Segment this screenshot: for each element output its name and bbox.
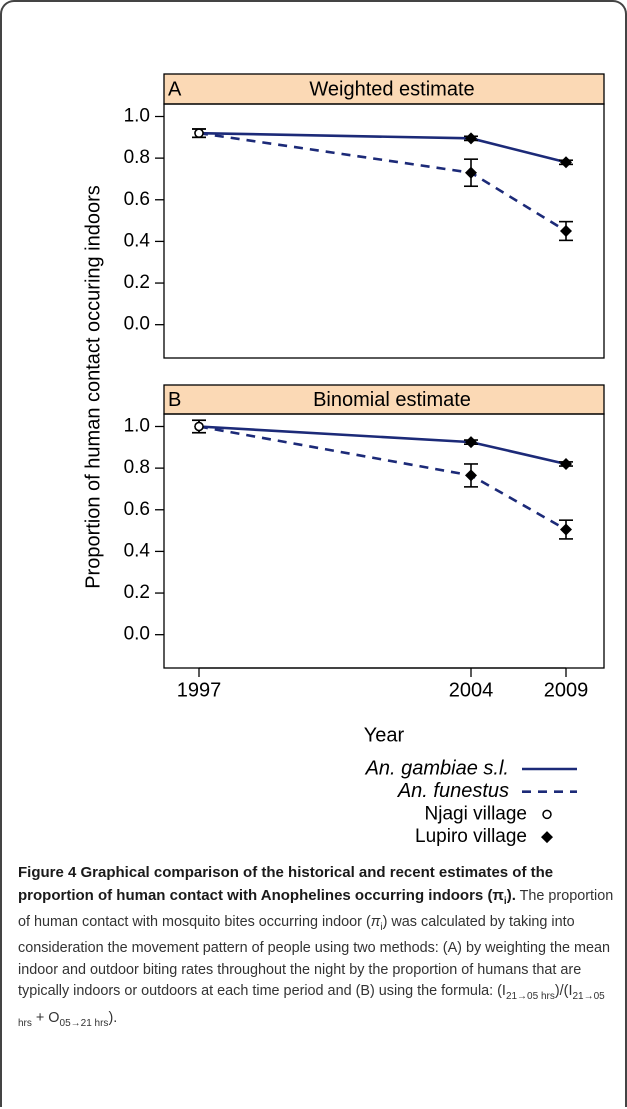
y-tick-label: 0.2 bbox=[124, 582, 150, 603]
marker-diamond bbox=[560, 156, 572, 169]
marker-circle bbox=[194, 128, 204, 138]
y-tick-label: 0.6 bbox=[124, 499, 150, 520]
series-line bbox=[198, 425, 567, 531]
caption-text: )/(I bbox=[554, 983, 573, 1000]
caption-text: 21→05 hrs bbox=[505, 991, 555, 1003]
panel-label: B bbox=[168, 389, 181, 411]
marker-diamond bbox=[560, 457, 572, 470]
chart: Proportion of human contact occuring ind… bbox=[82, 73, 605, 847]
x-axis-label: Year bbox=[364, 724, 405, 746]
caption-text: + O bbox=[31, 1009, 60, 1026]
caption: Figure 4 Graphical comparison of the his… bbox=[18, 862, 614, 1034]
y-tick-label: 0.4 bbox=[124, 230, 151, 251]
panel-header bbox=[163, 384, 605, 415]
panel-header bbox=[163, 73, 605, 105]
legend-label: An. gambiae s.l. bbox=[365, 757, 509, 779]
x-tick-label: 1997 bbox=[177, 679, 222, 701]
x-tick-label: 2009 bbox=[544, 679, 589, 701]
y-tick-label: 1.0 bbox=[124, 106, 150, 127]
caption-text: Figure 4 Graphical comparison of the his… bbox=[18, 864, 554, 904]
plot-frame bbox=[163, 413, 605, 669]
panel-label: A bbox=[168, 78, 182, 100]
caption-text: ). bbox=[506, 886, 516, 904]
marker-diamond bbox=[465, 436, 477, 449]
marker-diamond bbox=[465, 469, 477, 482]
caption-text: ) was calculated by taking into consider… bbox=[18, 913, 610, 1000]
y-tick-label: 0.0 bbox=[124, 314, 150, 335]
marker-diamond bbox=[465, 166, 477, 179]
caption-text: π bbox=[370, 913, 381, 930]
panel-title: Binomial estimate bbox=[313, 389, 471, 411]
y-tick-label: 0.8 bbox=[124, 457, 150, 478]
marker-diamond bbox=[541, 831, 553, 844]
marker-diamond bbox=[560, 225, 572, 237]
marker-circle bbox=[194, 421, 204, 432]
caption-text: The proportion of human contact with mos… bbox=[18, 887, 614, 930]
legend-label: An. funestus bbox=[397, 780, 509, 802]
panel-title: Weighted estimate bbox=[309, 78, 474, 100]
y-tick-label: 0.2 bbox=[124, 272, 150, 293]
caption-text: ). bbox=[108, 1009, 118, 1026]
y-tick-label: 0.4 bbox=[124, 540, 151, 561]
y-tick-label: 0.0 bbox=[124, 624, 150, 645]
y-tick-label: 0.6 bbox=[124, 189, 150, 210]
caption-text: 05→21 hrs bbox=[59, 1017, 109, 1029]
plot-frame bbox=[163, 103, 605, 359]
legend-label: Njagi village bbox=[425, 803, 527, 824]
caption-text: i bbox=[503, 895, 507, 907]
marker-diamond bbox=[465, 132, 477, 145]
series-line bbox=[198, 131, 567, 164]
series-line bbox=[198, 425, 567, 466]
y-tick-label: 0.8 bbox=[124, 147, 150, 168]
legend-label: Lupiro village bbox=[415, 826, 527, 847]
y-axis-label: Proportion of human contact occuring ind… bbox=[82, 185, 104, 589]
marker-diamond bbox=[560, 523, 572, 536]
caption-text: 21→05 hrs bbox=[18, 991, 605, 1029]
caption-text: i bbox=[380, 921, 383, 933]
x-tick-label: 2004 bbox=[449, 679, 494, 701]
marker-circle bbox=[542, 809, 552, 820]
y-tick-label: 1.0 bbox=[124, 416, 150, 437]
